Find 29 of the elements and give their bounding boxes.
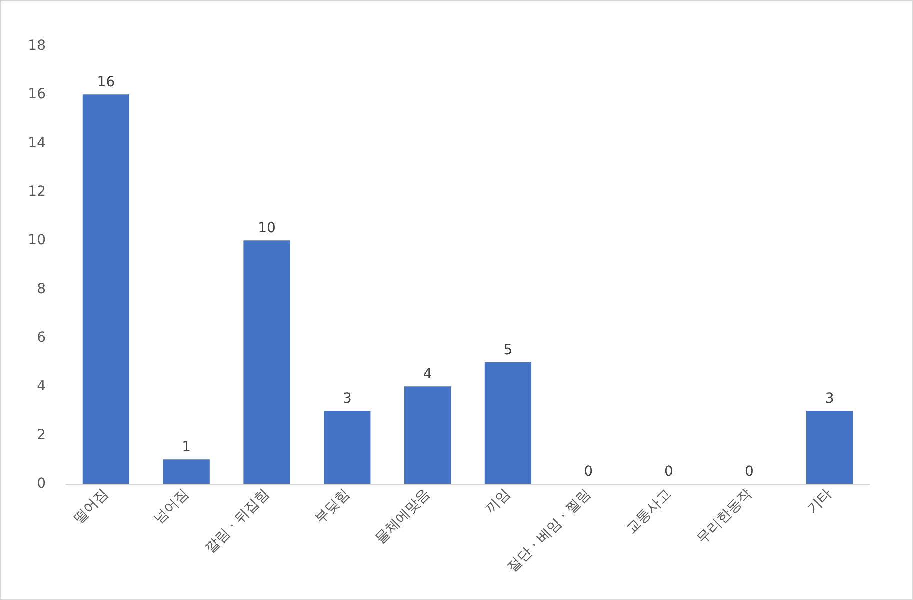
data-label: 16	[97, 74, 116, 91]
data-label: 3	[342, 391, 352, 407]
y-tick-label: 6	[37, 330, 46, 346]
y-tick-label: 14	[28, 135, 46, 152]
y-tick-label: 10	[28, 232, 46, 249]
y-tick-label: 4	[37, 378, 46, 395]
x-tick-label: 기타	[804, 486, 836, 518]
bar	[806, 411, 854, 484]
y-tick-label: 12	[28, 184, 46, 200]
y-tick-label: 16	[28, 86, 46, 103]
data-label: 0	[744, 464, 754, 480]
bar	[324, 411, 371, 484]
data-label: 1	[182, 440, 192, 456]
y-tick-label: 18	[28, 38, 46, 54]
y-tick-label: 8	[37, 281, 46, 298]
bar	[484, 362, 532, 484]
bar	[82, 94, 130, 484]
data-label: 4	[423, 366, 432, 383]
y-tick-label: 0	[37, 476, 46, 492]
data-label: 0	[664, 464, 674, 480]
data-label: 5	[504, 342, 513, 358]
data-label: 0	[584, 464, 594, 480]
bar	[163, 460, 210, 484]
y-tick-label: 2	[37, 427, 46, 444]
x-tick-label: 끼임	[482, 486, 514, 518]
bar	[404, 386, 452, 484]
data-label: 3	[825, 391, 834, 407]
data-label: 10	[258, 220, 276, 237]
bar	[244, 240, 290, 484]
